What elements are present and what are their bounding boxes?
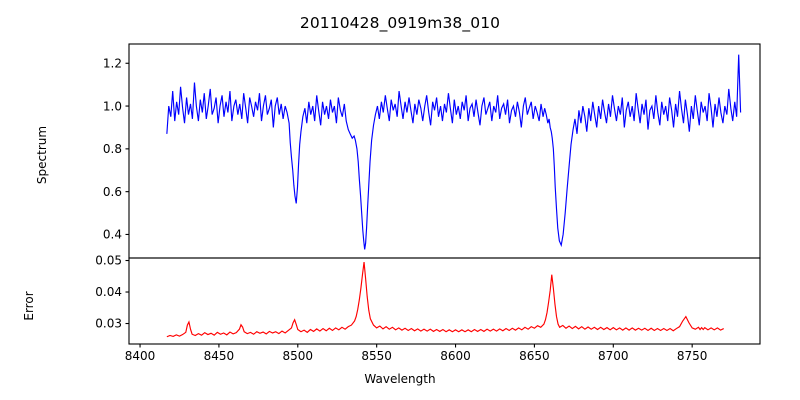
figure-title: 20110428_0919m38_010 [299, 14, 501, 32]
x-axis-label: Wavelength [364, 372, 436, 386]
panel-error: 0.03 0.04 0.05 8400 8450 8500 8550 8600 8650 8700… [95, 254, 761, 363]
y-tick-label: 1.2 [103, 56, 122, 70]
y-tick-label: 0.04 [95, 285, 122, 299]
y-tick-label: 0.03 [95, 317, 122, 331]
x-tick-label: 8750 [677, 349, 708, 363]
panel-frame [128, 257, 761, 345]
y-tick-label: 0.8 [103, 142, 122, 156]
panel-spectrum: 0.4 0.6 0.8 1.0 1.2 [103, 43, 761, 259]
x-tick-label: 8500 [283, 349, 314, 363]
x-tick-label: 8450 [204, 349, 235, 363]
x-tick-label: 8600 [440, 349, 471, 363]
x-tick-label: 8650 [519, 349, 550, 363]
x-tick-label: 8550 [361, 349, 392, 363]
x-tick-label: 8700 [598, 349, 629, 363]
series-line-error [166, 262, 724, 338]
series-line-spectrum [166, 54, 742, 250]
y-tick-label: 0.6 [103, 185, 122, 199]
y-tick-label: 0.05 [95, 254, 122, 268]
x-tick-label: 8400 [125, 349, 156, 363]
y-tick-label: 0.4 [103, 228, 122, 242]
panel-frame [128, 43, 761, 259]
y-tick-label: 1.0 [103, 99, 122, 113]
